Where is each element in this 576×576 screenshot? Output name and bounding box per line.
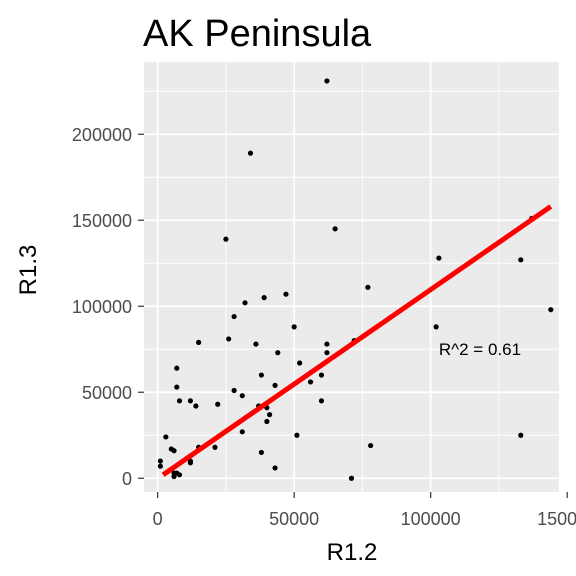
data-point [433, 324, 439, 330]
data-point [196, 339, 202, 345]
data-point [187, 398, 194, 404]
data-point [157, 458, 163, 464]
data-point [261, 295, 267, 301]
data-point [283, 291, 289, 297]
data-point [518, 432, 524, 438]
data-point [239, 429, 245, 435]
data-point [171, 448, 177, 454]
x-tick-label: 0 [153, 509, 163, 529]
data-point [215, 401, 221, 407]
data-point [272, 382, 278, 388]
y-tick-label: 200000 [72, 125, 132, 145]
data-point [239, 393, 245, 399]
data-point [242, 300, 248, 306]
x-axis: 0 50000 100000 150000 [153, 492, 576, 529]
data-point [157, 463, 163, 469]
x-axis-title: R1.2 [327, 539, 378, 566]
data-point [291, 324, 297, 330]
data-point [518, 257, 524, 263]
y-axis-title: R1.3 [15, 245, 42, 296]
regression-line [161, 204, 553, 477]
data-point [231, 313, 237, 320]
data-point [365, 284, 371, 290]
y-axis: 0 50000 100000 150000 200000 [72, 125, 144, 489]
data-point [266, 412, 273, 418]
x-tick-label: 50000 [269, 509, 319, 529]
data-point [324, 350, 330, 356]
y-tick-label: 100000 [72, 297, 132, 317]
data-point [223, 236, 229, 242]
chart-title: AK Peninsula [143, 13, 372, 55]
plot-panel [144, 62, 559, 492]
y-tick-label: 0 [122, 469, 132, 489]
data-point [368, 442, 374, 449]
data-points [157, 78, 554, 481]
data-point [171, 473, 177, 480]
data-point [318, 398, 325, 404]
data-point [548, 307, 554, 313]
data-point [231, 387, 237, 394]
data-point [176, 472, 183, 478]
data-point [163, 434, 169, 440]
data-point [253, 341, 259, 347]
data-point [187, 460, 194, 466]
data-point [193, 403, 199, 409]
data-point [174, 365, 180, 371]
data-point [294, 432, 300, 438]
data-point [348, 475, 355, 481]
data-point [176, 398, 183, 404]
data-point [307, 379, 314, 385]
x-tick-label: 150000 [537, 509, 576, 529]
data-point [226, 336, 232, 342]
y-tick-label: 150000 [72, 211, 132, 231]
data-point [258, 372, 265, 378]
x-tick-label: 100000 [401, 509, 461, 529]
data-point [332, 226, 338, 232]
data-point [174, 384, 180, 390]
data-point [275, 350, 281, 356]
data-point [258, 449, 265, 456]
data-point [247, 150, 254, 156]
data-point [318, 372, 325, 378]
y-tick-label: 50000 [82, 383, 132, 403]
data-point [272, 465, 278, 471]
data-point [212, 444, 218, 450]
data-point [324, 341, 330, 347]
data-point [436, 255, 442, 261]
r-squared-annotation: R^2 = 0.61 [439, 340, 521, 359]
data-point [264, 418, 270, 425]
data-point [297, 360, 303, 366]
data-point [324, 78, 330, 84]
